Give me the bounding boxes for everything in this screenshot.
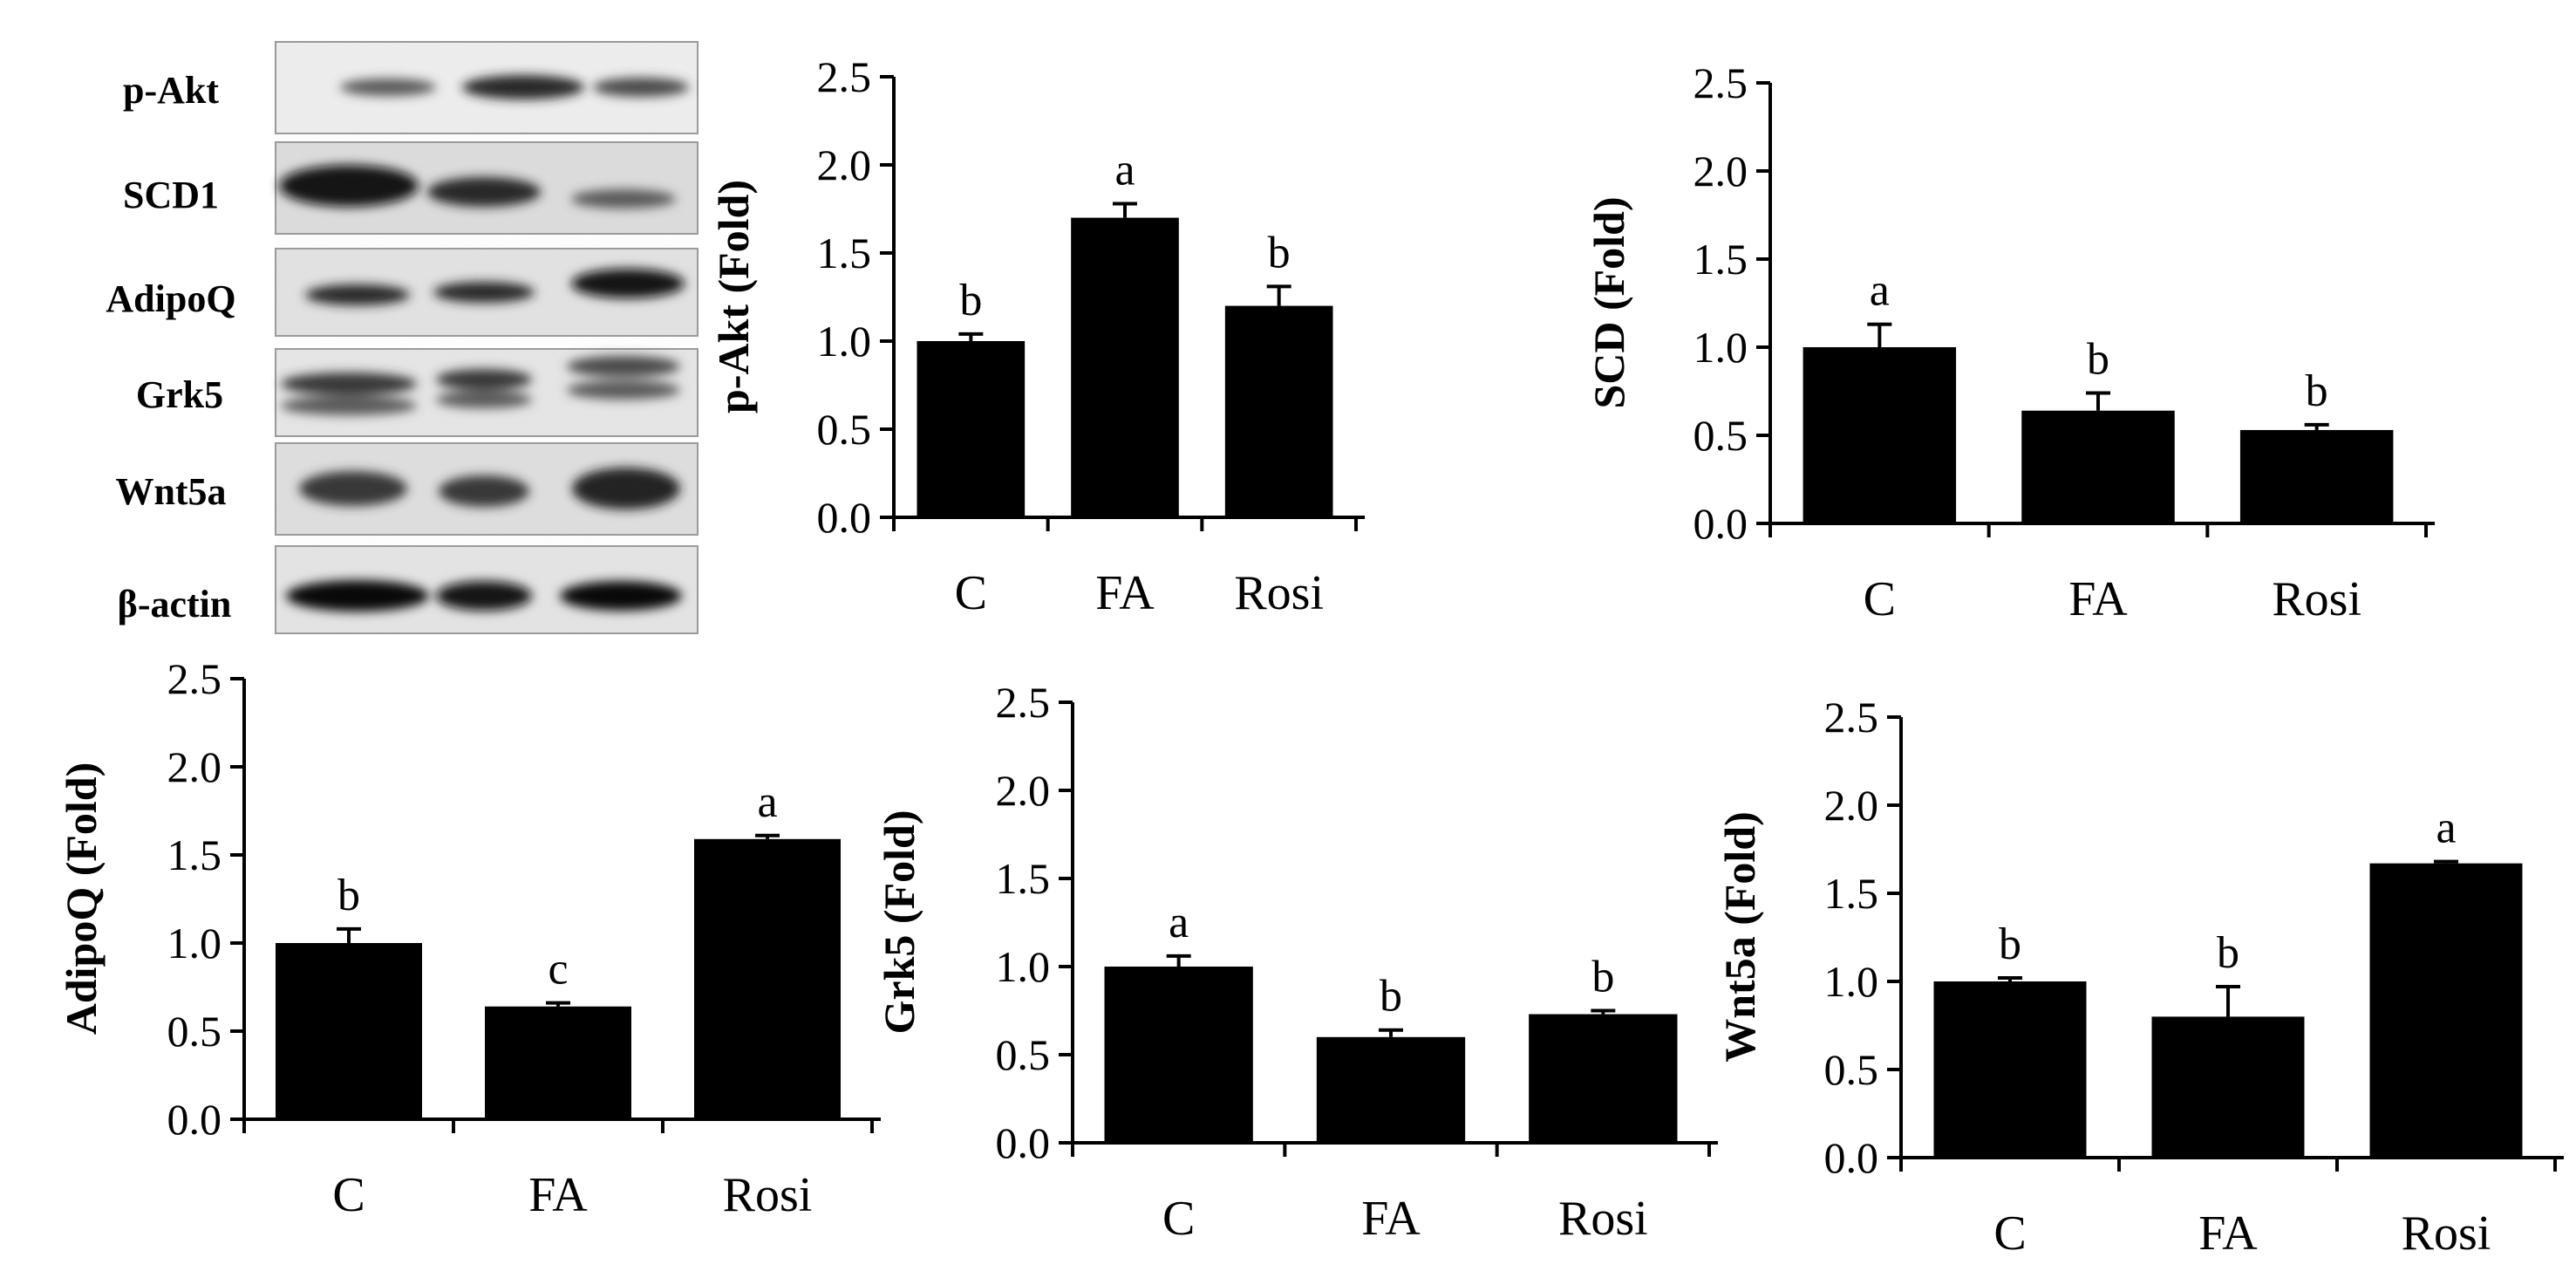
significance-label: c [548,945,568,995]
y-tick-label: 1.5 [817,229,872,277]
y-tick-label: 0.0 [817,493,872,542]
y-tick-label: 2.5 [1824,693,1879,742]
bar-rosi [2239,429,2394,523]
significance-label: a [757,777,777,827]
category-label: FA [1095,566,1155,620]
chart-4: 0.0 0.5 1.0 1.5 2.0 2.5 a Cb FA b Rosi Grk5 (Fold) [875,678,1718,1246]
category-label: C [955,566,987,620]
y-tick-label: 1.5 [167,830,222,879]
y-tick-label: 0.5 [1693,411,1748,460]
y-tick-label: 1.5 [1824,869,1879,918]
category-label: FA [528,1168,588,1222]
y-axis-title: Grk5 (Fold) [875,810,923,1035]
y-tick-label: 1.0 [996,942,1051,991]
significance-label: b [1999,919,2021,969]
category-label: FA [2198,1206,2258,1261]
y-axis-title: AdipoQ (Fold) [57,762,106,1036]
blot-label-scd1: SCD1 [123,174,219,216]
bar-fa [1316,1036,1466,1143]
y-tick-label: 2.0 [996,766,1051,815]
significance-label: b [2217,928,2239,978]
chart-2: 0.0 0.5 1.0 1.5 2.0 2.5 a Cb FA b Rosi SCD (Fold) [1584,58,2435,626]
blot-label-beta-actin: β-actin [118,583,232,625]
y-axis-title: Wnt5a (Fold) [1715,811,1764,1063]
y-tick-label: 0.0 [1824,1133,1879,1182]
category-label: Rosi [2402,1206,2491,1261]
y-tick-label: 2.0 [817,140,872,189]
y-tick-label: 0.5 [167,1007,222,1056]
significance-label: b [1591,953,1614,1002]
y-tick-label: 0.0 [1693,499,1748,548]
blot-label-adipoq: AdipoQ [106,277,235,320]
significance-label: a [2436,803,2456,853]
bar-rosi [2369,863,2523,1158]
significance-label: a [1169,898,1189,947]
y-tick-label: 0.5 [996,1030,1051,1079]
y-tick-label: 2.0 [167,742,222,791]
y-axis-title: SCD (Fold) [1584,196,1633,408]
y-tick-label: 2.5 [817,52,872,101]
category-label: Rosi [2272,572,2361,626]
significance-label: a [1114,145,1135,195]
y-tick-label: 1.0 [1693,323,1748,372]
bar-c [1104,967,1253,1143]
category-label: Rosi [1234,566,1324,620]
bar-rosi [1529,1014,1678,1143]
bar-c [1803,347,1957,523]
y-tick-label: 0.5 [817,405,872,454]
western-blot-panel: p-Akt SCD1 AdipoQ Grk5 Wnt5a β-actin [106,41,699,634]
y-axis-title: p-Akt (Fold) [709,180,758,414]
category-label: C [1864,572,1896,626]
significance-label: b [2306,366,2328,416]
y-tick-label: 1.5 [996,854,1051,903]
y-tick-label: 2.5 [996,678,1051,727]
blot-label-wnt5a: Wnt5a [115,470,226,513]
bar-rosi [1224,305,1333,517]
significance-label: a [1870,266,1890,316]
category-label: C [1993,1206,2026,1261]
y-tick-label: 2.0 [1824,781,1879,830]
category-label: FA [2068,572,2128,626]
significance-label: b [337,871,360,920]
bar-fa [2021,410,2175,523]
bar-fa [1071,217,1179,517]
bar-fa [2151,1016,2305,1158]
y-tick-label: 1.0 [167,919,222,967]
category-label: C [332,1168,365,1222]
blot-label-p-akt: p-Akt [123,69,219,112]
y-tick-label: 2.0 [1693,147,1748,195]
bar-c [1933,981,2087,1158]
significance-label: b [2087,335,2109,385]
chart-5: 0.0 0.5 1.0 1.5 2.0 2.5 b Cb FA a Rosi Wnt5a (Fold) [1715,693,2564,1261]
bar-fa [485,1006,631,1119]
category-label: Rosi [723,1168,813,1222]
y-tick-label: 0.0 [167,1095,222,1144]
category-label: Rosi [1558,1192,1648,1246]
bar-c [917,341,1026,517]
y-tick-label: 1.0 [1824,957,1879,1006]
significance-label: b [1268,228,1291,277]
y-tick-label: 1.5 [1693,235,1748,284]
chart-3: 0.0 0.5 1.0 1.5 2.0 2.5 b Cc FA a Rosi AdipoQ (Fold… [57,654,881,1222]
y-tick-label: 2.5 [167,654,222,703]
blot-label-grk5: Grk5 [136,373,223,416]
y-tick-label: 1.0 [817,317,872,366]
bar-rosi [694,838,841,1119]
chart-1: 0.0 0.5 1.0 1.5 2.0 2.5 b Ca FA b Rosi p-Akt (Fold) [709,52,1365,620]
significance-label: b [959,276,982,325]
category-label: C [1162,1192,1195,1246]
significance-label: b [1380,972,1402,1022]
bar-c [276,943,422,1119]
category-label: FA [1361,1192,1421,1246]
y-tick-label: 0.0 [996,1118,1051,1167]
y-tick-label: 2.5 [1693,58,1748,107]
y-tick-label: 0.5 [1824,1045,1879,1094]
